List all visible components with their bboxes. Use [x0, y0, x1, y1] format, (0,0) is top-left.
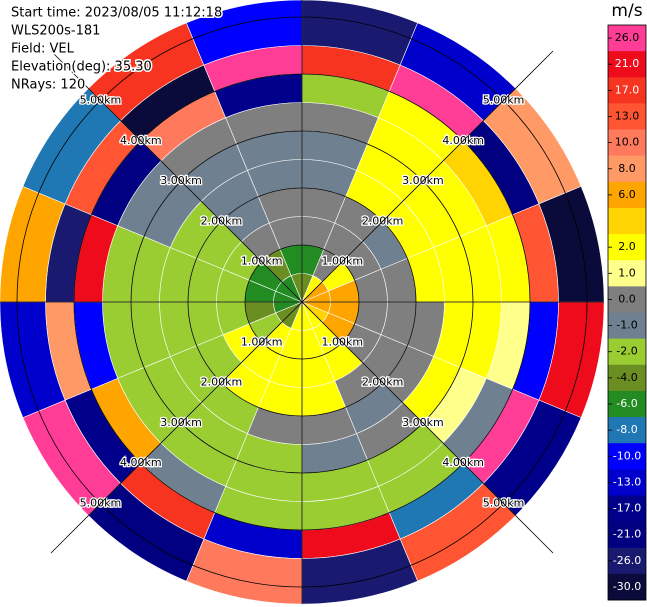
colorbar-title: m/s — [611, 1, 642, 21]
colorbar-tick-label: -26.0 — [613, 554, 641, 567]
colorbar-tick-label: 17.0 — [615, 83, 640, 96]
cross-lines — [0, 0, 604, 604]
colorbar-tick-label: -13.0 — [613, 475, 641, 488]
colorbar-tick-label: 10.0 — [615, 136, 640, 149]
header-line: NRays: 120 — [11, 78, 85, 93]
colorbar-tick-label: -2.0 — [616, 345, 637, 358]
colorbar-tick-label: -30.0 — [613, 580, 641, 593]
colorbar-tick-label: -8.0 — [616, 423, 637, 436]
header: Start time: 2023/08/05 11:12:18 WLS200s-1… — [10, 4, 224, 94]
colorbar-tick-label: 1.0 — [618, 266, 636, 279]
colorbar-bin — [608, 234, 646, 261]
colorbar-bin — [608, 417, 646, 444]
colorbar-bin — [608, 312, 646, 340]
colorbar-tick-label: -4.0 — [616, 371, 637, 384]
header-line: WLS200s-181 — [11, 24, 100, 39]
colorbar-bin — [608, 443, 646, 470]
colorbar-bin — [608, 129, 646, 157]
colorbar-tick-label: 21.0 — [615, 57, 640, 70]
colorbar-tick-label: 13.0 — [615, 109, 640, 122]
colorbar-tick-label: -21.0 — [613, 528, 641, 541]
colorbar-bin — [608, 77, 646, 104]
colorbar-bin — [608, 286, 646, 313]
cross-line — [50, 50, 554, 554]
colorbar-tick-label: 0.0 — [618, 292, 636, 305]
header-line: Field: VEL — [11, 42, 75, 57]
colorbar: m/s 26.0 21.0 17.0 13.0 10.0 8.0 6.0 2.0 1.0 0.0 -1… — [607, 1, 647, 601]
colorbar-tick-label: -10.0 — [613, 449, 641, 462]
colorbar-bin — [608, 364, 646, 392]
colorbar-tick-label: -6.0 — [616, 397, 637, 410]
colorbar-tick-label: -1.0 — [616, 319, 637, 332]
colorbar-frame — [607, 24, 647, 601]
colorbar-bin — [608, 390, 646, 418]
colorbar-bin — [608, 103, 646, 130]
field — [0, 0, 605, 605]
colorbar-bin — [608, 51, 646, 78]
colorbar-bin — [608, 25, 646, 52]
colorbar-bin — [608, 155, 646, 183]
colorbar-tick-label: 2.0 — [618, 240, 636, 253]
header-line: Elevation(deg): 35.30 — [11, 60, 152, 75]
colorbar-bin — [608, 573, 646, 601]
colorbar-tick-label: -17.0 — [613, 502, 641, 515]
colorbar-bin — [608, 495, 646, 522]
colorbar-tick-label: 26.0 — [615, 31, 640, 44]
colorbar-tick-label: 6.0 — [618, 188, 636, 201]
colorbar-bin — [608, 338, 646, 366]
colorbar-tick-label: 8.0 — [618, 162, 636, 175]
colorbar-bin — [608, 469, 646, 496]
colorbar-bin — [608, 207, 646, 235]
header-line: Start time: 2023/08/05 11:12:18 — [11, 6, 222, 21]
colorbar-bin — [608, 181, 646, 209]
colorbar-bin — [608, 260, 646, 287]
colorbar-bin — [608, 521, 646, 549]
colorbar-bin — [608, 547, 646, 575]
